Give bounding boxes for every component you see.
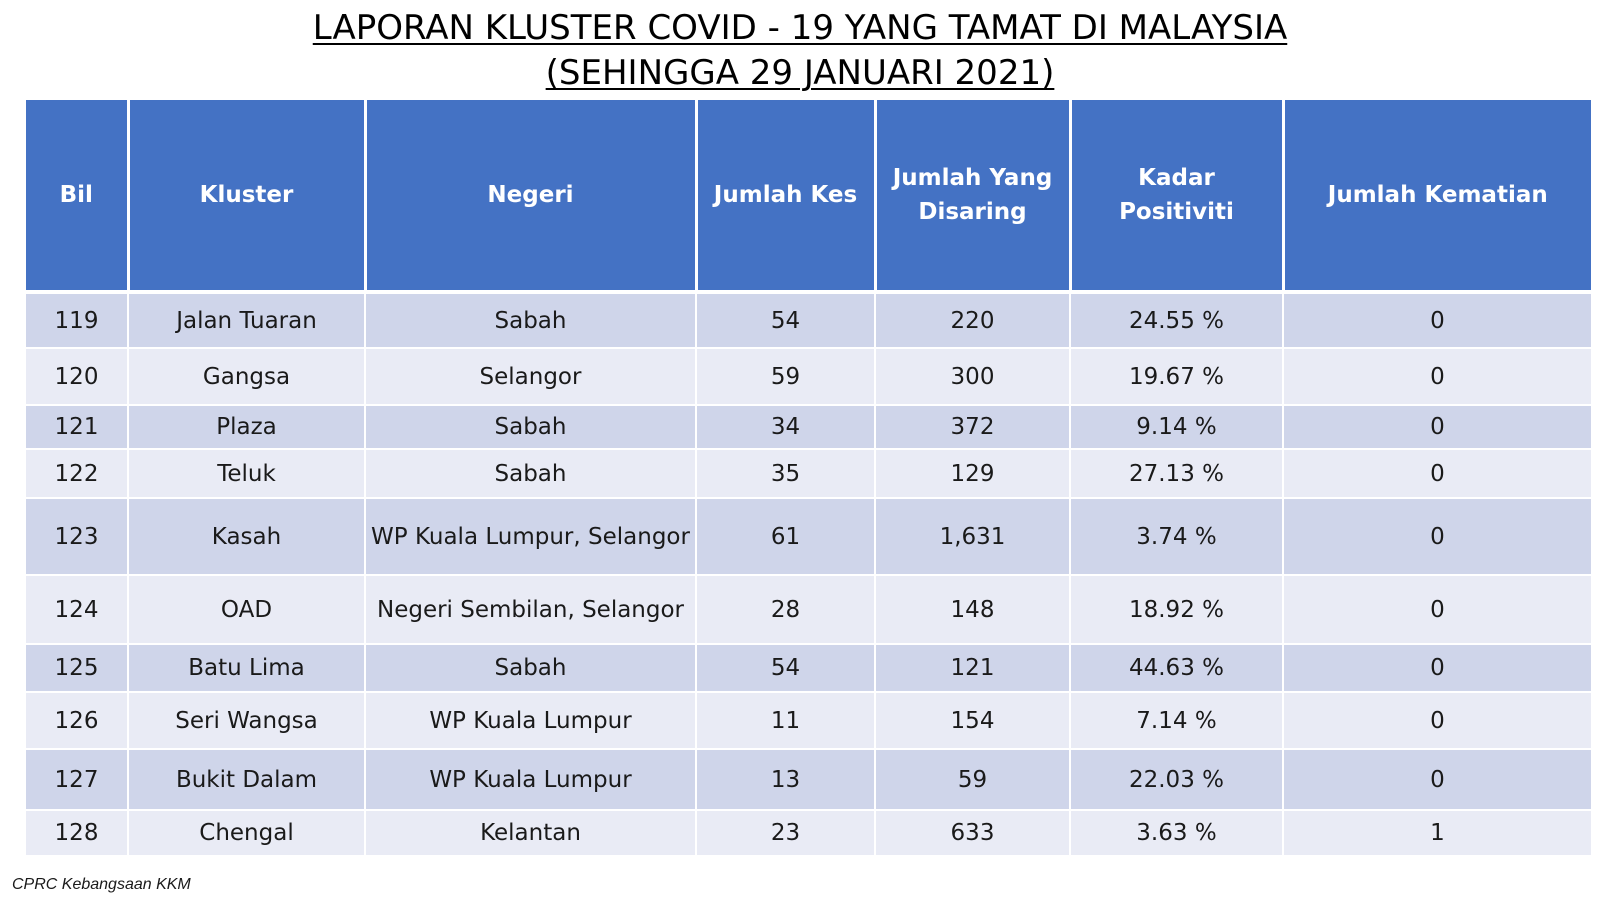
table-row: 120 Gangsa Selangor 59 300 19.67 % 0 xyxy=(26,348,1591,406)
cell-negeri: Kelantan xyxy=(365,810,697,857)
cell-bil: 120 xyxy=(26,348,129,406)
table-row: 123 Kasah WP Kuala Lumpur, Selangor 61 1… xyxy=(26,498,1591,576)
cell-jumlah-disaring: 633 xyxy=(875,810,1071,857)
cell-jumlah-kematian: 0 xyxy=(1283,749,1591,811)
cell-negeri: Selangor xyxy=(365,348,697,406)
header-bil: Bil xyxy=(26,100,130,294)
report-title: LAPORAN KLUSTER COVID - 19 YANG TAMAT DI… xyxy=(0,6,1600,96)
table-header-row: Bil Kluster Negeri Jumlah Kes Jumlah Yan… xyxy=(26,100,1591,294)
cell-jumlah-kes: 34 xyxy=(696,405,876,450)
cell-negeri: Negeri Sembilan, Selangor xyxy=(365,575,697,645)
cell-negeri: Sabah xyxy=(365,644,697,693)
header-jumlah-disaring: Jumlah Yang Disaring xyxy=(875,100,1072,294)
cell-kadar-positiviti: 19.67 % xyxy=(1070,348,1284,406)
cell-kadar-positiviti: 3.74 % xyxy=(1070,498,1284,576)
cell-negeri: Sabah xyxy=(365,405,697,450)
cell-jumlah-kes: 35 xyxy=(696,449,876,499)
cell-jumlah-kematian: 0 xyxy=(1283,449,1591,499)
header-jumlah-kes: Jumlah Kes xyxy=(696,100,877,294)
cell-jumlah-kes: 54 xyxy=(696,292,876,349)
cell-kadar-positiviti: 3.63 % xyxy=(1070,810,1284,857)
cell-negeri: WP Kuala Lumpur, Selangor xyxy=(365,498,697,576)
cell-kluster: Kasah xyxy=(128,498,366,576)
cell-bil: 127 xyxy=(26,749,129,811)
cell-kluster: Teluk xyxy=(128,449,366,499)
table-row: 121 Plaza Sabah 34 372 9.14 % 0 xyxy=(26,405,1591,450)
table-row: 122 Teluk Sabah 35 129 27.13 % 0 xyxy=(26,449,1591,499)
cell-kadar-positiviti: 18.92 % xyxy=(1070,575,1284,645)
cell-bil: 128 xyxy=(26,810,129,857)
cell-bil: 125 xyxy=(26,644,129,693)
cell-jumlah-kematian: 1 xyxy=(1283,810,1591,857)
cell-kluster: Bukit Dalam xyxy=(128,749,366,811)
cell-negeri: WP Kuala Lumpur xyxy=(365,749,697,811)
cell-negeri: Sabah xyxy=(365,449,697,499)
cell-kluster: Jalan Tuaran xyxy=(128,292,366,349)
cell-jumlah-kematian: 0 xyxy=(1283,498,1591,576)
cell-jumlah-disaring: 300 xyxy=(875,348,1071,406)
cell-bil: 124 xyxy=(26,575,129,645)
cell-kluster: Chengal xyxy=(128,810,366,857)
cell-jumlah-disaring: 59 xyxy=(875,749,1071,811)
header-kluster: Kluster xyxy=(128,100,367,294)
cell-jumlah-kematian: 0 xyxy=(1283,348,1591,406)
cell-jumlah-disaring: 220 xyxy=(875,292,1071,349)
cell-kadar-positiviti: 44.63 % xyxy=(1070,644,1284,693)
cell-bil: 119 xyxy=(26,292,129,349)
table-row: 124 OAD Negeri Sembilan, Selangor 28 148… xyxy=(26,575,1591,645)
cell-jumlah-kematian: 0 xyxy=(1283,405,1591,450)
cell-kadar-positiviti: 7.14 % xyxy=(1070,692,1284,750)
cell-kluster: Gangsa xyxy=(128,348,366,406)
cell-jumlah-kes: 13 xyxy=(696,749,876,811)
cell-kluster: Seri Wangsa xyxy=(128,692,366,750)
cell-bil: 126 xyxy=(26,692,129,750)
table-row: 119 Jalan Tuaran Sabah 54 220 24.55 % 0 xyxy=(26,292,1591,349)
table-row: 128 Chengal Kelantan 23 633 3.63 % 1 xyxy=(26,810,1591,857)
header-jumlah-kematian: Jumlah Kematian xyxy=(1283,100,1591,294)
cell-jumlah-disaring: 154 xyxy=(875,692,1071,750)
cell-kadar-positiviti: 22.03 % xyxy=(1070,749,1284,811)
title-line-2: (SEHINGGA 29 JANUARI 2021) xyxy=(545,53,1055,93)
cell-jumlah-kes: 23 xyxy=(696,810,876,857)
cell-kluster: OAD xyxy=(128,575,366,645)
cell-negeri: WP Kuala Lumpur xyxy=(365,692,697,750)
cell-jumlah-kematian: 0 xyxy=(1283,575,1591,645)
header-kadar-positiviti: Kadar Positiviti xyxy=(1070,100,1285,294)
cell-bil: 123 xyxy=(26,498,129,576)
cell-kadar-positiviti: 27.13 % xyxy=(1070,449,1284,499)
cell-bil: 122 xyxy=(26,449,129,499)
table-row: 125 Batu Lima Sabah 54 121 44.63 % 0 xyxy=(26,644,1591,693)
cell-jumlah-disaring: 1,631 xyxy=(875,498,1071,576)
cell-jumlah-kes: 28 xyxy=(696,575,876,645)
cell-jumlah-disaring: 372 xyxy=(875,405,1071,450)
cell-jumlah-disaring: 129 xyxy=(875,449,1071,499)
cell-kadar-positiviti: 9.14 % xyxy=(1070,405,1284,450)
cell-jumlah-kematian: 0 xyxy=(1283,292,1591,349)
cell-jumlah-kematian: 0 xyxy=(1283,644,1591,693)
cell-jumlah-kes: 11 xyxy=(696,692,876,750)
header-negeri: Negeri xyxy=(365,100,698,294)
cell-jumlah-kes: 59 xyxy=(696,348,876,406)
cell-jumlah-kematian: 0 xyxy=(1283,692,1591,750)
cell-jumlah-kes: 54 xyxy=(696,644,876,693)
cell-negeri: Sabah xyxy=(365,292,697,349)
cell-kluster: Batu Lima xyxy=(128,644,366,693)
cell-kluster: Plaza xyxy=(128,405,366,450)
cell-bil: 121 xyxy=(26,405,129,450)
cluster-table: Bil Kluster Negeri Jumlah Kes Jumlah Yan… xyxy=(26,100,1591,857)
source-footer: CPRC Kebangsaan KKM xyxy=(12,876,191,893)
cell-jumlah-disaring: 148 xyxy=(875,575,1071,645)
title-line-1: LAPORAN KLUSTER COVID - 19 YANG TAMAT DI… xyxy=(312,8,1288,48)
table-row: 126 Seri Wangsa WP Kuala Lumpur 11 154 7… xyxy=(26,692,1591,750)
cell-jumlah-kes: 61 xyxy=(696,498,876,576)
cell-kadar-positiviti: 24.55 % xyxy=(1070,292,1284,349)
table-row: 127 Bukit Dalam WP Kuala Lumpur 13 59 22… xyxy=(26,749,1591,811)
cell-jumlah-disaring: 121 xyxy=(875,644,1071,693)
